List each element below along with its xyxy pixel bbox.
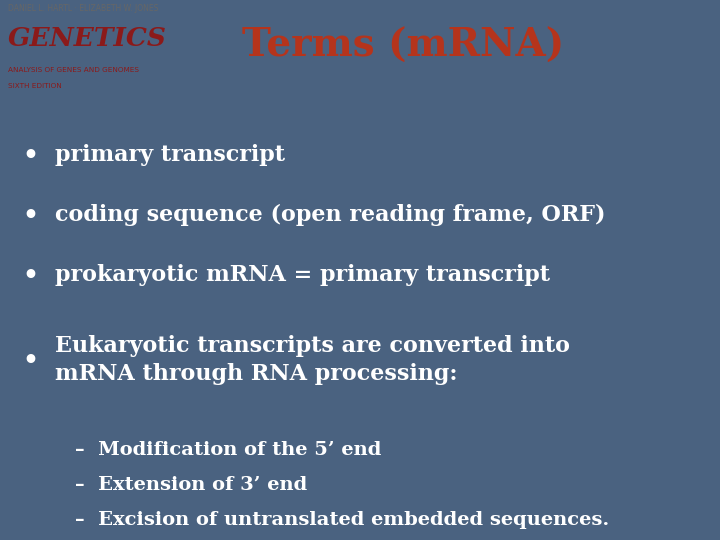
Text: GENETICS: GENETICS [8,25,167,51]
Text: prokaryotic mRNA = primary transcript: prokaryotic mRNA = primary transcript [55,264,550,286]
Text: coding sequence (open reading frame, ORF): coding sequence (open reading frame, ORF… [55,204,606,226]
Text: Terms (mRNA): Terms (mRNA) [242,26,564,65]
Text: –  Extension of 3’ end: – Extension of 3’ end [75,476,307,494]
Text: Eukaryotic transcripts are converted into
mRNA through RNA processing:: Eukaryotic transcripts are converted int… [55,335,570,385]
Text: SIXTH EDITION: SIXTH EDITION [8,83,62,89]
Text: –  Excision of untranslated embedded sequences.: – Excision of untranslated embedded sequ… [75,511,609,529]
Text: •: • [22,263,38,287]
Text: primary transcript: primary transcript [55,144,285,166]
Text: •: • [22,203,38,227]
Text: DANIEL L. HARTL · ELIZABETH W. JONES: DANIEL L. HARTL · ELIZABETH W. JONES [8,4,158,13]
Text: ANALYSIS OF GENES AND GENOMES: ANALYSIS OF GENES AND GENOMES [8,68,139,73]
Text: •: • [22,143,38,167]
Text: –  Modification of the 5’ end: – Modification of the 5’ end [75,441,382,459]
Text: •: • [22,348,38,372]
